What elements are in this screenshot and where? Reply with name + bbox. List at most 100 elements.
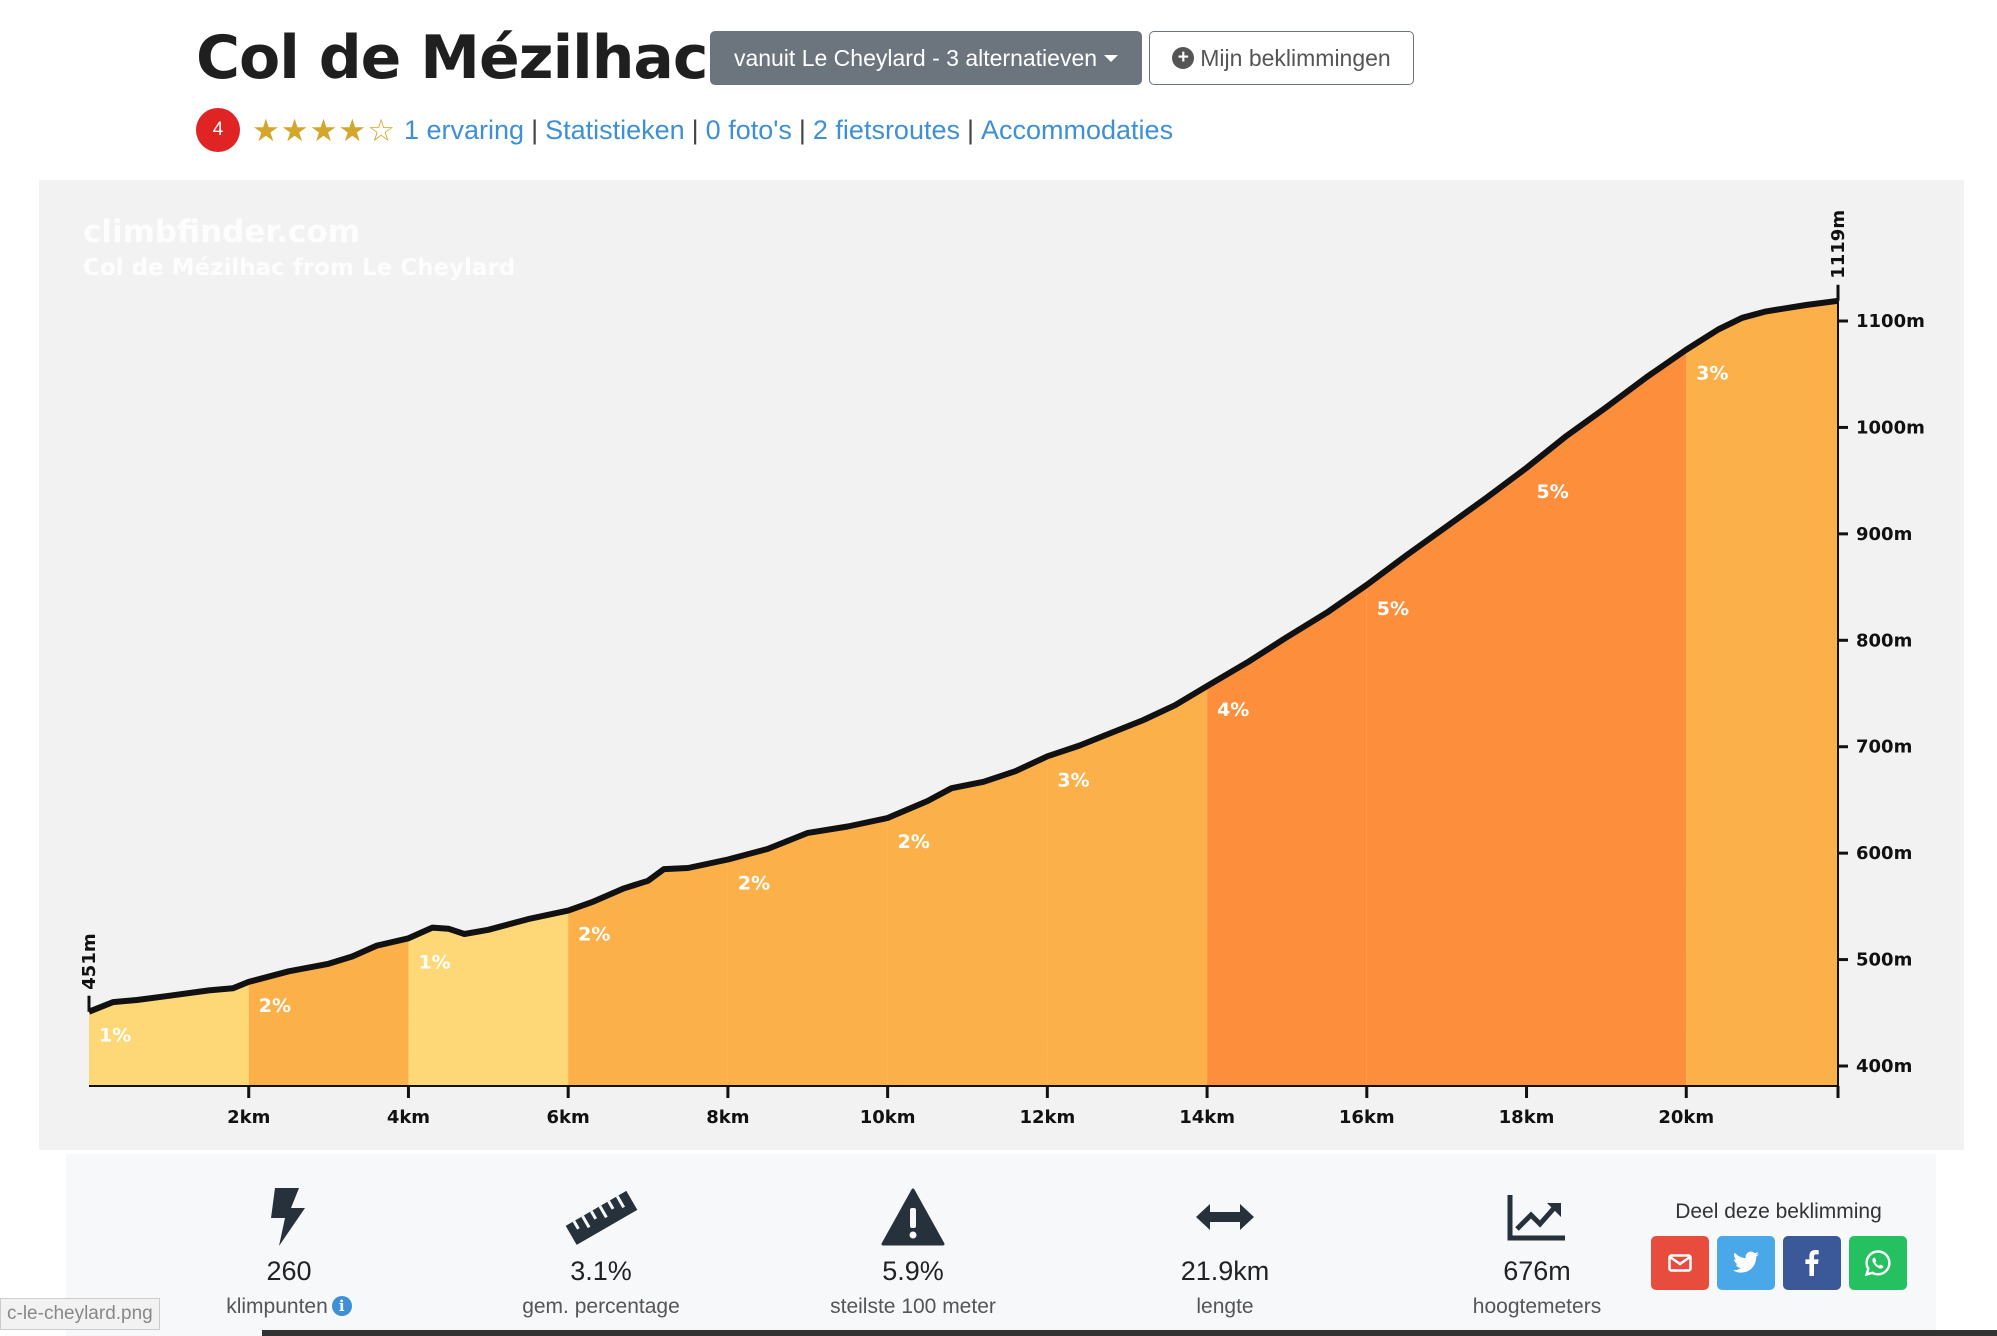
rank-badge: 4 <box>196 108 240 152</box>
share-email-button[interactable] <box>1650 1236 1709 1290</box>
variant-dropdown-button[interactable]: vanuit Le Cheylard - 3 alternatieven <box>710 31 1142 85</box>
x-tick-label: 8km <box>706 1107 749 1128</box>
separator: | <box>966 114 974 145</box>
info-icon[interactable]: i <box>331 1296 352 1316</box>
photos-link[interactable]: 0 foto's <box>705 114 792 145</box>
separator: | <box>531 114 539 145</box>
lightning-icon <box>139 1182 439 1252</box>
stats-panel: 260 klimpunten i 3.1% gem. percentage 5.9… <box>66 1154 1936 1336</box>
grade-label: 2% <box>738 873 770 895</box>
star-rating: ★ ★ ★ ★ ☆ <box>252 115 396 146</box>
caret-down-icon <box>1104 54 1119 62</box>
length-value: 21.9km <box>1180 1256 1270 1286</box>
my-climbs-button[interactable]: + Mijn beklimmingen <box>1149 31 1414 85</box>
watermark-site: climbfinder.com <box>83 214 360 250</box>
gradient-segment <box>248 938 409 1086</box>
x-tick-label: 20km <box>1658 1107 1714 1128</box>
facebook-icon <box>1804 1250 1819 1276</box>
star-empty-icon: ☆ <box>367 112 395 148</box>
whatsapp-icon <box>1864 1250 1891 1277</box>
gradient-segment <box>568 859 728 1086</box>
grade-label: 5% <box>1377 598 1409 620</box>
envelope-icon <box>1667 1254 1692 1272</box>
statistics-link[interactable]: Statistieken <box>545 114 685 145</box>
gradient-segment <box>887 756 1048 1086</box>
x-tick-label: 6km <box>547 1107 590 1128</box>
average-grade-value: 3.1% <box>570 1256 632 1286</box>
y-tick-label: 800m <box>1856 630 1912 651</box>
bottom-bar <box>262 1330 1997 1336</box>
chart-trend-icon <box>1387 1182 1687 1252</box>
y-tick-label: 700m <box>1856 737 1912 758</box>
grade-label: 1% <box>418 951 450 973</box>
stat-average-grade: 3.1% gem. percentage <box>451 1154 751 1319</box>
gradient-segment <box>1686 300 1838 1086</box>
watermark-climb: Col de Mézilhac from Le Cheylard <box>83 255 515 281</box>
share-title: Deel deze beklimming <box>1675 1200 1882 1223</box>
grade-label: 3% <box>1057 769 1089 791</box>
y-tick-label: 600m <box>1856 843 1912 864</box>
share-section: Deel deze beklimming <box>1636 1200 1921 1290</box>
x-tick-label: 14km <box>1179 1107 1235 1128</box>
stat-length: 21.9km lengte <box>1075 1154 1375 1319</box>
grade-label: 5% <box>1537 481 1569 503</box>
experiences-link[interactable]: 1 ervaring <box>403 114 525 145</box>
y-tick-label: 1100m <box>1856 311 1925 332</box>
star-filled-icon: ★ <box>252 112 280 148</box>
grade-label: 4% <box>1217 699 1249 721</box>
climb-points-label: klimpunten i <box>139 1295 439 1319</box>
ruler-icon <box>451 1182 751 1252</box>
grade-label: 2% <box>898 831 930 853</box>
separator: | <box>691 114 699 145</box>
length-label: lengte <box>1196 1295 1254 1318</box>
elevation-gain-label: hoogtemeters <box>1472 1295 1602 1318</box>
x-tick-label: 18km <box>1499 1107 1555 1128</box>
climb-points-value: 260 <box>266 1256 312 1286</box>
gradient-segment <box>1207 584 1367 1086</box>
gradient-segment <box>727 818 888 1086</box>
end-elevation-label: 1119m <box>1828 210 1849 279</box>
file-name-label: c-le-cheylard.png <box>0 1298 160 1330</box>
my-climbs-label: Mijn beklimmingen <box>1200 44 1391 71</box>
x-tick-label: 4km <box>387 1107 430 1128</box>
average-grade-label: gem. percentage <box>522 1295 680 1318</box>
separator: | <box>798 114 806 145</box>
profile-line <box>87 297 1839 1015</box>
gradient-segment <box>89 981 249 1086</box>
y-tick-label: 400m <box>1856 1056 1912 1077</box>
x-tick-label: 2km <box>227 1107 270 1128</box>
elevation-gain-value: 676m <box>1503 1256 1571 1286</box>
start-elevation-label: 451m <box>79 933 100 989</box>
elevation-profile-chart: climbfinder.com Col de Mézilhac from Le … <box>79 210 1925 1128</box>
elevation-profile-panel: climbfinder.com Col de Mézilhac from Le … <box>39 180 1964 1150</box>
steepest-value: 5.9% <box>882 1256 944 1286</box>
share-facebook-button[interactable] <box>1782 1236 1841 1290</box>
x-tick-label: 10km <box>860 1107 916 1128</box>
plus-circle-icon: + <box>1172 47 1195 69</box>
star-filled-icon: ★ <box>309 112 338 148</box>
y-tick-label: 1000m <box>1856 417 1925 438</box>
steepest-label: steilste 100 meter <box>830 1295 996 1318</box>
gradient-segment <box>1047 686 1208 1086</box>
arrows-horizontal-icon <box>1075 1182 1375 1252</box>
gradient-segment <box>1366 467 1527 1086</box>
grade-label: 3% <box>1696 363 1728 385</box>
star-filled-icon: ★ <box>280 112 309 148</box>
share-twitter-button[interactable] <box>1716 1236 1775 1290</box>
x-tick-label: 12km <box>1019 1107 1075 1128</box>
gradient-segment <box>1526 349 1687 1086</box>
y-tick-label: 900m <box>1856 524 1912 545</box>
rating-row: 4 ★ ★ ★ ★ ☆ 1 ervaring | Statistieken | 0 fo… <box>196 108 1173 152</box>
stat-climb-points: 260 klimpunten i <box>139 1154 439 1319</box>
bike-routes-link[interactable]: 2 fietsroutes <box>812 114 960 145</box>
share-whatsapp-button[interactable] <box>1848 1236 1907 1290</box>
grade-label: 2% <box>259 995 291 1017</box>
gradient-segment <box>408 910 569 1086</box>
grade-label: 1% <box>99 1025 131 1047</box>
page-title: Col de Mézilhac <box>196 23 708 93</box>
x-tick-label: 16km <box>1339 1107 1395 1128</box>
stat-elevation-gain: 676m hoogtemeters <box>1387 1154 1687 1319</box>
variant-dropdown-label: vanuit Le Cheylard - 3 alternatieven <box>733 44 1098 71</box>
accommodations-link[interactable]: Accommodaties <box>981 114 1174 145</box>
star-filled-icon: ★ <box>338 112 367 148</box>
